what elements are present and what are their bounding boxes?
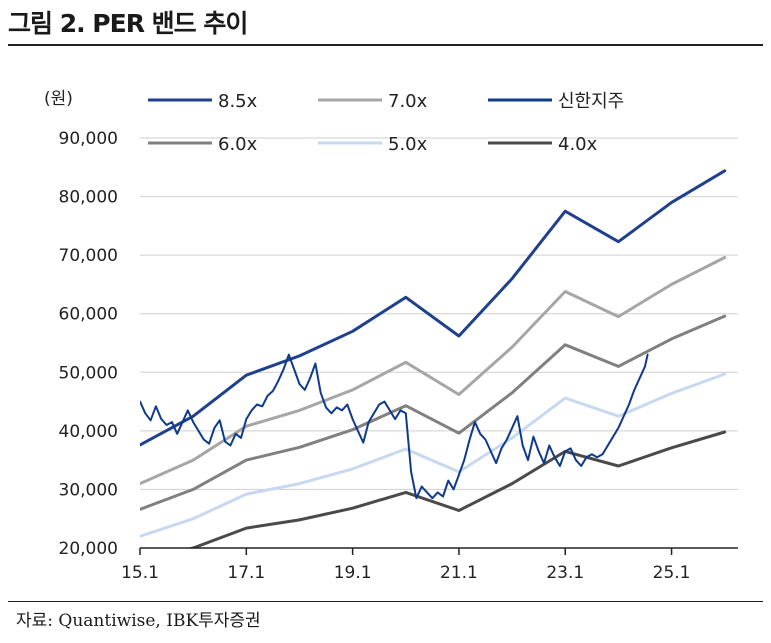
- x-tick-label: 15.1: [121, 563, 159, 583]
- series-line-6.0x: [140, 314, 727, 511]
- y-axis-ticks: 20,000 30,000 40,000 50,000 60,000 70,000 80,0…: [59, 129, 118, 559]
- y-axis-unit-label: (원): [44, 89, 73, 109]
- x-tick-label: 19.1: [334, 563, 372, 583]
- series-line-신한지주: [140, 353, 649, 500]
- legend-label: 4.0x: [558, 134, 598, 155]
- y-tick-label: 50,000: [59, 363, 118, 383]
- y-tick-label: 90,000: [59, 129, 118, 149]
- legend-label: 5.0x: [388, 134, 428, 155]
- y-tick-label: 30,000: [59, 480, 118, 500]
- legend-label: 6.0x: [218, 134, 258, 155]
- series-line-5.0x: [140, 372, 727, 538]
- y-tick-label: 60,000: [59, 305, 118, 325]
- series-line-4.0x: [187, 430, 727, 548]
- title-rule: [8, 44, 763, 46]
- x-axis-ticks: 15.1 17.1 19.1 21.1 23.1 25.1: [121, 548, 690, 583]
- source-note: 자료: Quantiwise, IBK투자증권: [16, 611, 261, 631]
- figure-title: 그림 2. PER 밴드 추이: [8, 9, 248, 38]
- series-line-8.5x: [140, 169, 727, 447]
- legend-label: 7.0x: [388, 91, 428, 112]
- legend: 8.5x 7.0x 신한지주 6.0x 5.0x 4.0x: [148, 91, 624, 155]
- legend-label: 신한지주: [558, 91, 624, 112]
- y-tick-label: 80,000: [59, 188, 118, 208]
- series-lines: [140, 169, 727, 548]
- y-tick-label: 20,000: [59, 539, 118, 559]
- x-tick-label: 17.1: [227, 563, 265, 583]
- x-tick-label: 25.1: [653, 563, 691, 583]
- y-tick-label: 40,000: [59, 422, 118, 442]
- x-tick-label: 21.1: [440, 563, 478, 583]
- source-rule: [8, 601, 763, 602]
- series-line-7.0x: [140, 256, 727, 486]
- legend-label: 8.5x: [218, 91, 258, 112]
- y-tick-label: 70,000: [59, 246, 118, 266]
- per-band-chart: 20,000 30,000 40,000 50,000 60,000 70,000 80,0…: [44, 89, 738, 583]
- x-tick-label: 23.1: [546, 563, 584, 583]
